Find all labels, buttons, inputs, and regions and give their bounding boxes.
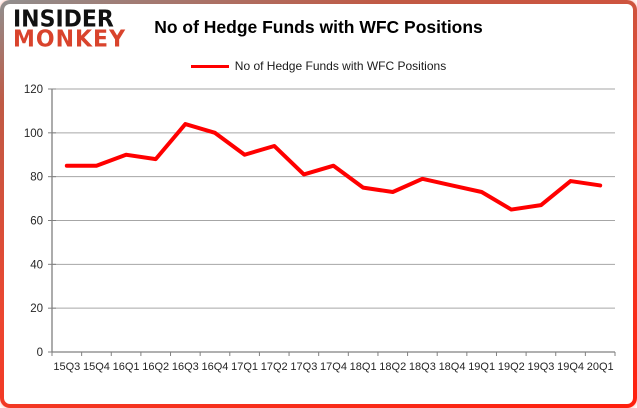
x-axis-label: 17Q4: [320, 361, 347, 373]
x-axis-label: 17Q3: [290, 361, 317, 373]
svg-text:80: 80: [30, 172, 43, 184]
x-axis-label: 20Q1: [587, 361, 614, 373]
x-axis-label: 19Q1: [468, 361, 495, 373]
logo-line-monkey: MONKEY: [13, 26, 127, 53]
x-axis-label: 17Q1: [231, 361, 258, 373]
x-axis-label: 18Q4: [439, 361, 466, 373]
svg-text:60: 60: [30, 216, 43, 228]
x-axis-label: 16Q4: [202, 361, 229, 373]
x-axis-label: 18Q2: [379, 361, 406, 373]
x-axis-label: 19Q2: [498, 361, 525, 373]
chart-title: No of Hedge Funds with WFC Positions: [154, 17, 483, 37]
legend-label: No of Hedge Funds with WFC Positions: [234, 59, 447, 73]
chart-card: INSIDER MONKEY No of Hedge Funds with WF…: [4, 4, 633, 404]
x-axis-label: 19Q4: [557, 361, 584, 373]
svg-text:100: 100: [24, 128, 43, 140]
insider-monkey-logo: INSIDER MONKEY: [13, 6, 127, 53]
svg-text:20: 20: [30, 303, 43, 315]
series-line: [64, 122, 603, 212]
legend-line-swatch: [190, 64, 229, 68]
x-axis-ticks: [51, 352, 616, 356]
x-axis-label: 18Q3: [409, 361, 436, 373]
x-axis-label: 16Q2: [142, 361, 169, 373]
legend: No of Hedge Funds with WFC Positions: [4, 59, 633, 73]
x-axis-label: 16Q3: [172, 361, 199, 373]
gridlines: [48, 88, 615, 353]
x-axis-label: 18Q1: [350, 361, 377, 373]
x-axis-label: 19Q3: [527, 361, 554, 373]
x-axis-label: 15Q4: [83, 361, 110, 373]
x-axis-label: 16Q1: [113, 361, 140, 373]
x-axis-label: 15Q3: [53, 361, 80, 373]
svg-text:120: 120: [24, 84, 43, 96]
svg-text:0: 0: [37, 347, 43, 359]
x-axis-label: 17Q2: [261, 361, 288, 373]
logo-line-insider: INSIDER: [13, 6, 114, 33]
svg-text:40: 40: [30, 259, 43, 271]
